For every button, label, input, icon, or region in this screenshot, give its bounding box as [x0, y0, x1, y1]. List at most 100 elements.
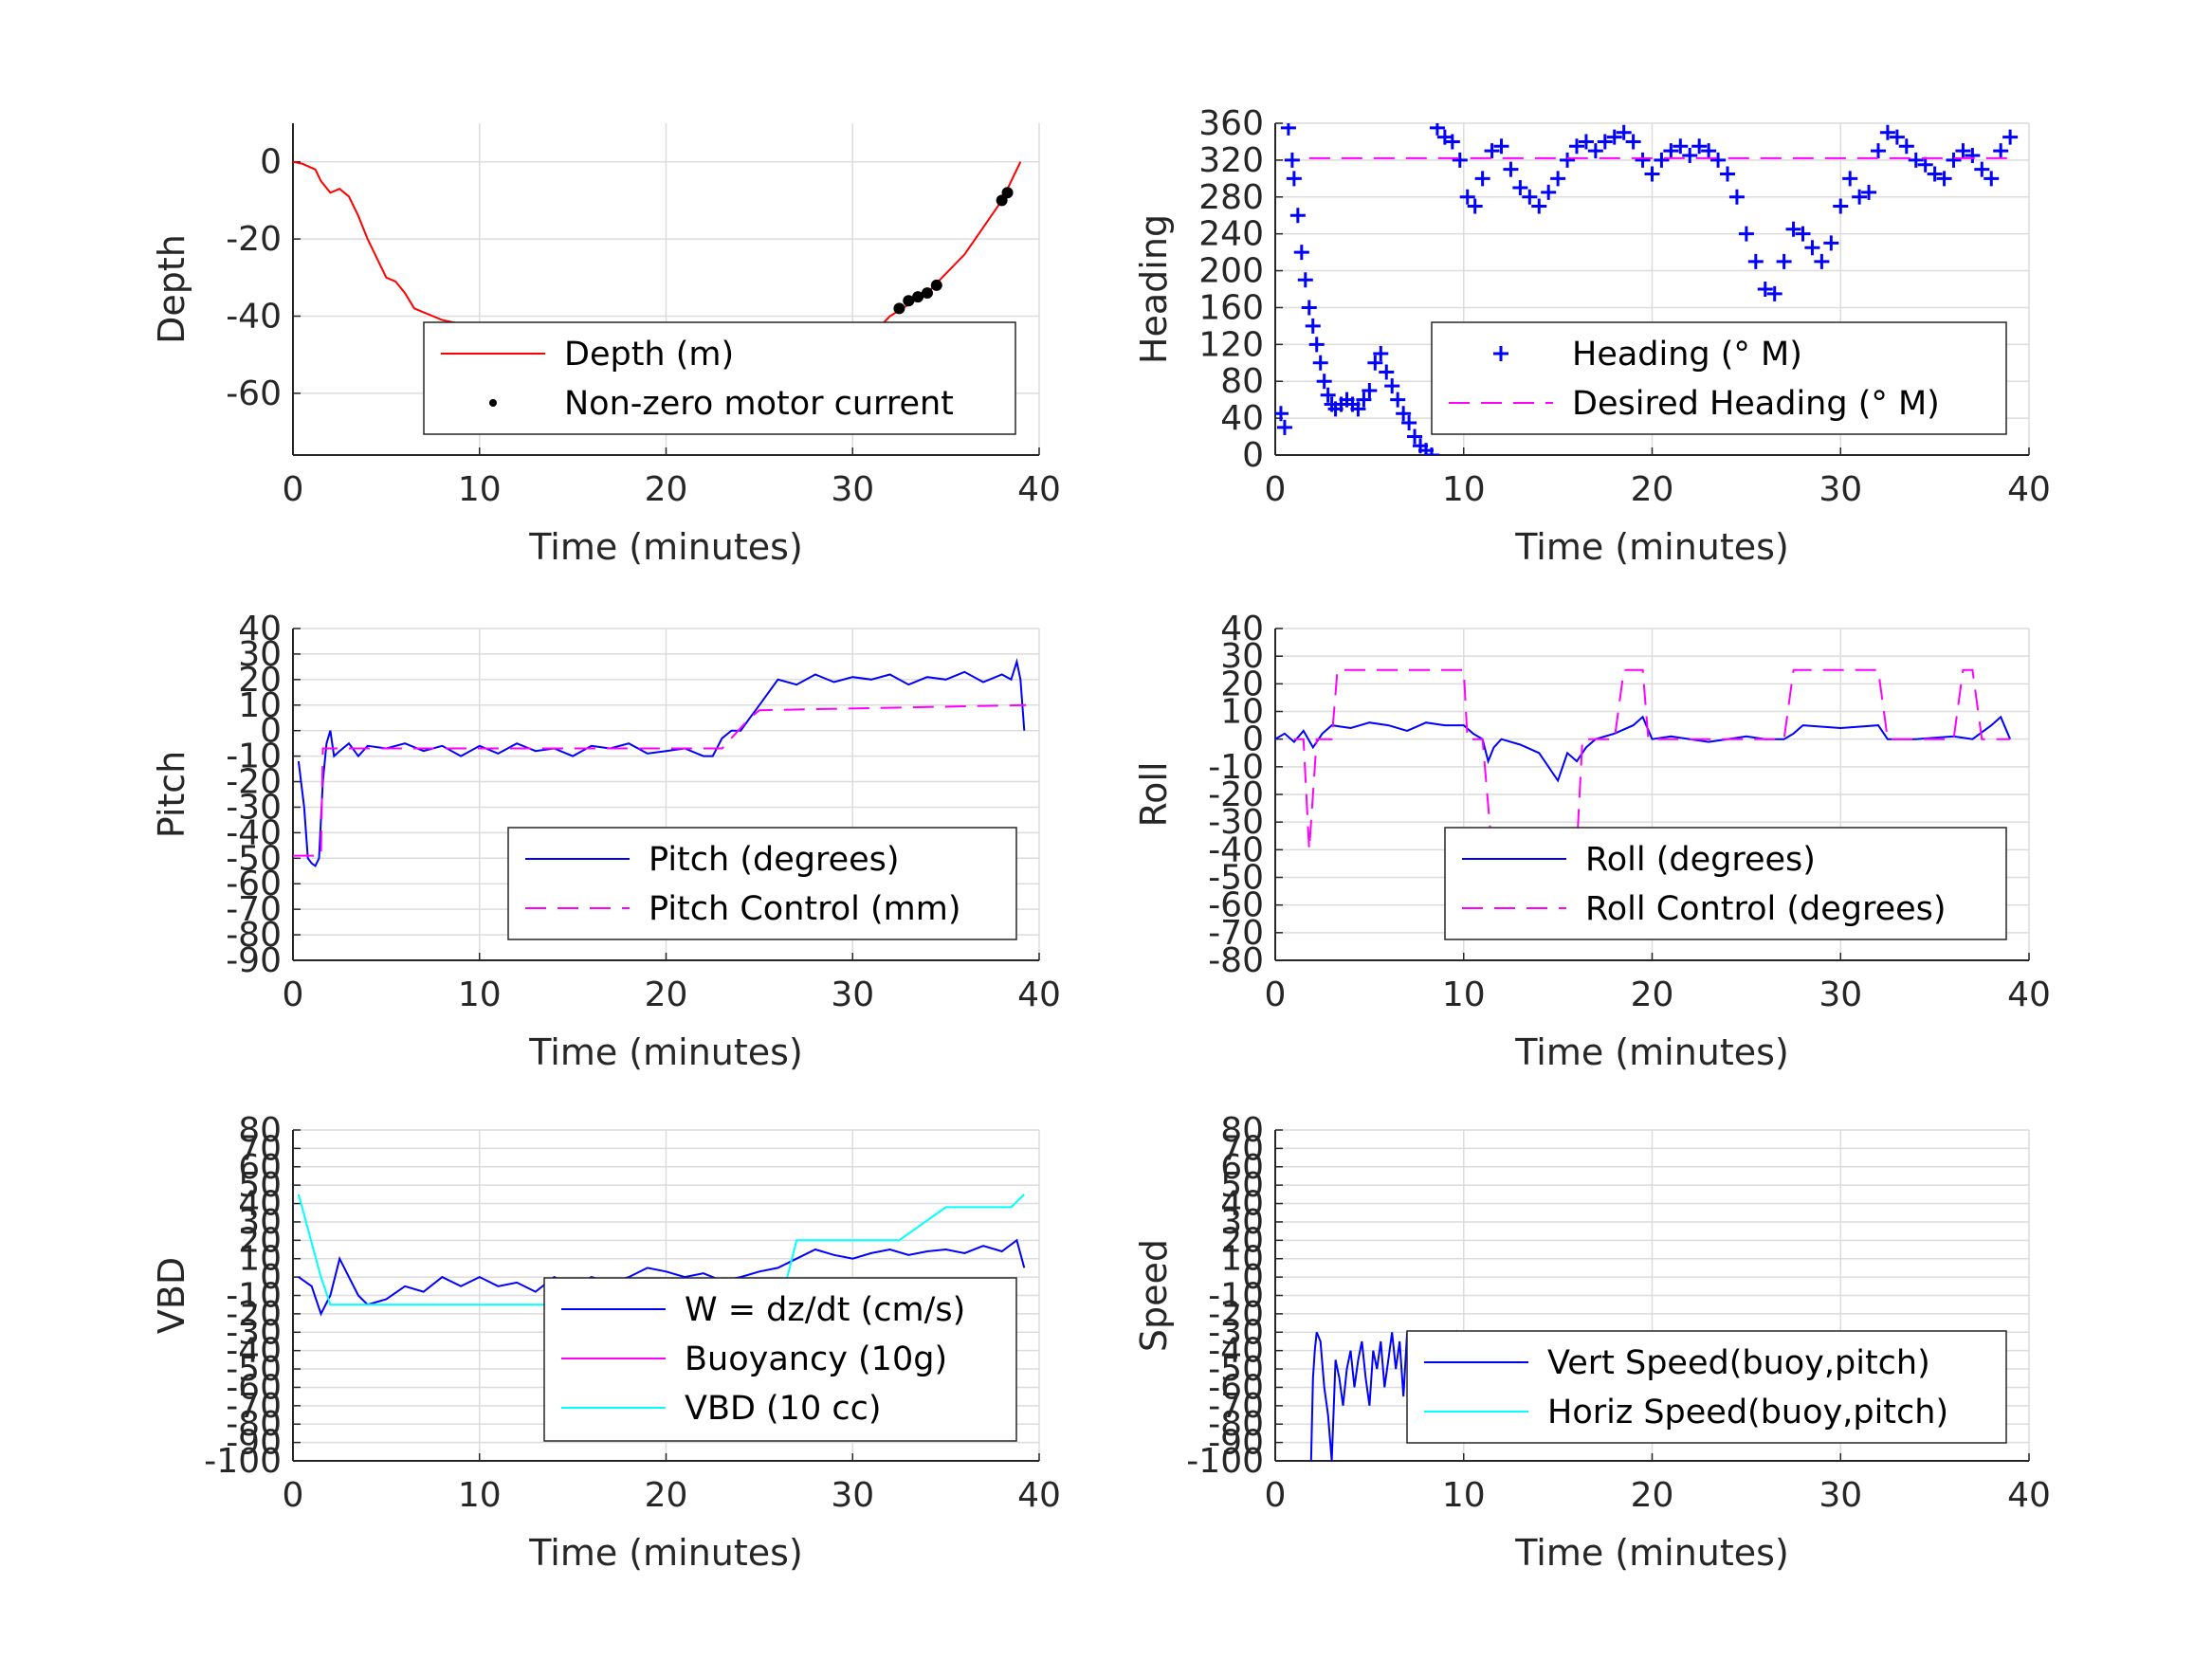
- subplot-speed: 0 10 20 30 4080706050403020100-10-20-30-40-5…: [1133, 1111, 2051, 1574]
- data-point: [1936, 171, 1952, 187]
- x-tick-label: 10: [1442, 1476, 1486, 1515]
- y-tick-label: -50: [226, 1350, 282, 1389]
- data-point: [1350, 401, 1366, 417]
- x-tick-label: 30: [1819, 470, 1862, 509]
- y-tick-label: -10: [226, 738, 282, 776]
- subplot-vbd: 0 10 20 30 4080706050403020100-10-20-30-40-5…: [151, 1111, 1061, 1574]
- data-point: [1814, 253, 1830, 269]
- x-tick-label: 20: [645, 975, 688, 1014]
- x-tick-label: 30: [831, 975, 874, 1014]
- y-axis-label: VBD: [151, 1257, 192, 1334]
- data-point: [1301, 300, 1317, 316]
- legend-label: Depth (m): [564, 336, 734, 374]
- data-point: [1467, 198, 1483, 214]
- y-tick-label: -60: [1208, 886, 1264, 925]
- y-axis-label: Speed: [1133, 1239, 1175, 1352]
- data-point: [1484, 143, 1500, 159]
- y-tick-label: -80: [1208, 1405, 1264, 1444]
- x-tick-label: 40: [1017, 1476, 1061, 1515]
- legend-label: Pitch Control (mm): [649, 890, 960, 928]
- x-tick-label: 0: [283, 1476, 304, 1515]
- data-point: [1280, 123, 1296, 136]
- data-point: [1738, 226, 1754, 242]
- legend-box: [423, 321, 1016, 435]
- y-tick-label: -20: [1208, 1295, 1264, 1334]
- data-point: [1407, 428, 1423, 445]
- series-0: [297, 658, 1026, 867]
- y-tick-label: 280: [1198, 178, 1264, 217]
- y-tick-label: -70: [1208, 1387, 1264, 1426]
- data-point: [1879, 124, 1895, 140]
- subplot-heading: 0 10 20 30 4004080120160200240280320360Time …: [1133, 104, 2051, 568]
- data-point: [1373, 346, 1389, 362]
- x-tick-label: 40: [1017, 975, 1061, 1014]
- y-tick-label: 40: [238, 610, 282, 648]
- data-point: [1362, 382, 1378, 398]
- legend-box: [1406, 1330, 2007, 1444]
- data-point: [1429, 123, 1445, 136]
- y-tick-label: -30: [226, 1313, 282, 1352]
- y-axis-label: Heading: [1133, 214, 1175, 364]
- x-tick-label: 20: [645, 1476, 688, 1515]
- data-point: [1276, 419, 1292, 435]
- x-tick-label: 10: [1442, 470, 1486, 509]
- data-point: [893, 302, 905, 315]
- y-tick-label: 320: [1198, 141, 1264, 180]
- data-point: [1312, 355, 1328, 371]
- legend: Heading (° M) Desired Heading (° M): [1431, 321, 2007, 435]
- legend-marker: [489, 399, 497, 407]
- data-point: [1606, 129, 1622, 145]
- data-point: [1531, 198, 1547, 214]
- y-tick-label: -100: [1186, 1442, 1264, 1481]
- legend-label: Roll (degrees): [1585, 841, 1816, 879]
- y-tick-label: -80: [1208, 941, 1264, 980]
- data-point: [1541, 184, 1557, 200]
- data-point: [1691, 138, 1708, 155]
- data-point: [1861, 184, 1877, 200]
- x-axis-label: Time (minutes): [528, 526, 803, 568]
- y-axis-label: Depth: [151, 234, 192, 344]
- y-tick-label: 120: [1198, 325, 1264, 364]
- legend-label: Pitch (degrees): [649, 841, 900, 879]
- y-tick-label: 80: [1220, 362, 1264, 401]
- x-tick-label: 20: [1631, 470, 1674, 509]
- y-tick-label: 80: [238, 1111, 282, 1150]
- data-point: [2002, 129, 2019, 145]
- data-point: [1275, 406, 1289, 422]
- legend-label: Buoyancy (10g): [685, 1340, 947, 1378]
- data-point: [1974, 161, 1990, 177]
- y-tick-label: 40: [1220, 399, 1264, 438]
- data-point: [1728, 189, 1745, 205]
- legend-label: Desired Heading (° M): [1572, 385, 1940, 423]
- y-tick-label: -20: [226, 763, 282, 802]
- y-tick-label: 240: [1198, 215, 1264, 254]
- y-tick-label: 70: [238, 1129, 282, 1168]
- data-point: [1785, 221, 1801, 237]
- data-point: [1316, 374, 1332, 390]
- data-point: [1356, 392, 1372, 408]
- data-point: [1452, 152, 1468, 168]
- y-tick-label: -30: [1208, 803, 1264, 842]
- legend-label: Heading (° M): [1572, 336, 1802, 374]
- data-point: [1766, 285, 1782, 301]
- x-tick-label: 0: [1265, 1476, 1287, 1515]
- y-tick-label: 30: [1220, 637, 1264, 676]
- y-tick-label: -10: [226, 1277, 282, 1316]
- x-tick-label: 10: [458, 470, 502, 509]
- series-line: [297, 658, 1026, 867]
- y-tick-label: 10: [238, 686, 282, 725]
- y-tick-label: 40: [1220, 1185, 1264, 1224]
- x-axis-label: Time (minutes): [1514, 1031, 1789, 1073]
- y-tick-label: 10: [1220, 693, 1264, 732]
- legend-label: Non-zero motor current: [564, 385, 954, 423]
- data-point: [1889, 129, 1905, 145]
- y-tick-label: -60: [226, 374, 282, 413]
- y-tick-label: -20: [226, 220, 282, 259]
- data-point: [930, 279, 942, 291]
- series-line: [1275, 715, 2012, 783]
- x-axis-label: Time (minutes): [1514, 1532, 1789, 1574]
- data-point: [1379, 364, 1395, 380]
- data-point: [1663, 143, 1679, 159]
- data-point: [1001, 187, 1014, 199]
